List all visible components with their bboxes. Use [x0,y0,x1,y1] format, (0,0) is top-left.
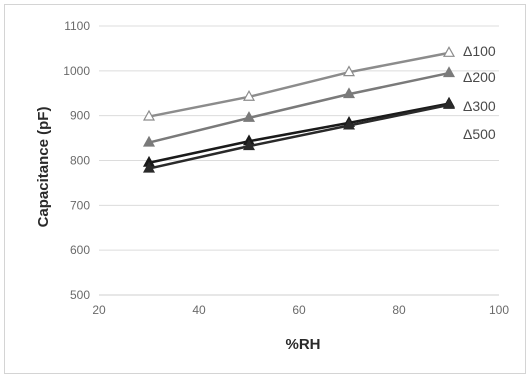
data-point [142,161,156,173]
x-tick-label: 40 [192,303,206,317]
series-lines [142,46,456,173]
y-tick-label: 900 [70,109,90,123]
series-line [148,71,450,144]
y-tick-label: 1000 [63,64,90,78]
y-tick-label: 1100 [64,19,90,33]
x-tick-label: 60 [292,303,306,317]
series-1 [142,66,456,147]
y-tick-label: 500 [70,288,90,302]
data-point [442,66,456,78]
series-line [148,102,450,164]
x-tick-label: 20 [92,303,106,317]
series-line [148,51,450,118]
data-point [142,109,156,121]
legend-label: Δ200 [463,69,496,85]
data-point [342,87,356,99]
data-point [442,46,456,57]
data-point [242,139,256,151]
x-tick-label: 80 [392,303,406,317]
legend-label: Δ500 [463,126,496,142]
data-point [142,135,156,147]
legend-label: Δ300 [463,98,496,114]
data-point [242,90,256,101]
legend: Δ100 Δ200 Δ300 Δ500 [463,43,496,142]
data-point [242,111,256,122]
y-tick-label: 600 [70,243,90,257]
legend-label: Δ100 [463,43,496,59]
series-3 [142,98,456,173]
y-axis-title: Capacitance (pF) [35,107,52,228]
data-point [342,118,356,130]
tick-labels: 500 600 700 800 900 1000 1100 20 40 60 80 100 [63,19,509,317]
data-point [342,65,356,77]
y-tick-label: 700 [70,198,90,212]
y-tick-label: 800 [70,154,90,168]
x-tick-label: 100 [489,303,509,317]
gridlines [99,25,499,251]
data-point [442,98,456,109]
series-line [148,103,450,170]
x-axis-title: %RH [285,336,320,353]
chart-frame: 500 600 700 800 900 1000 1100 20 40 60 80 100 Δ100 Δ… [4,4,526,374]
series-0 [142,46,456,121]
